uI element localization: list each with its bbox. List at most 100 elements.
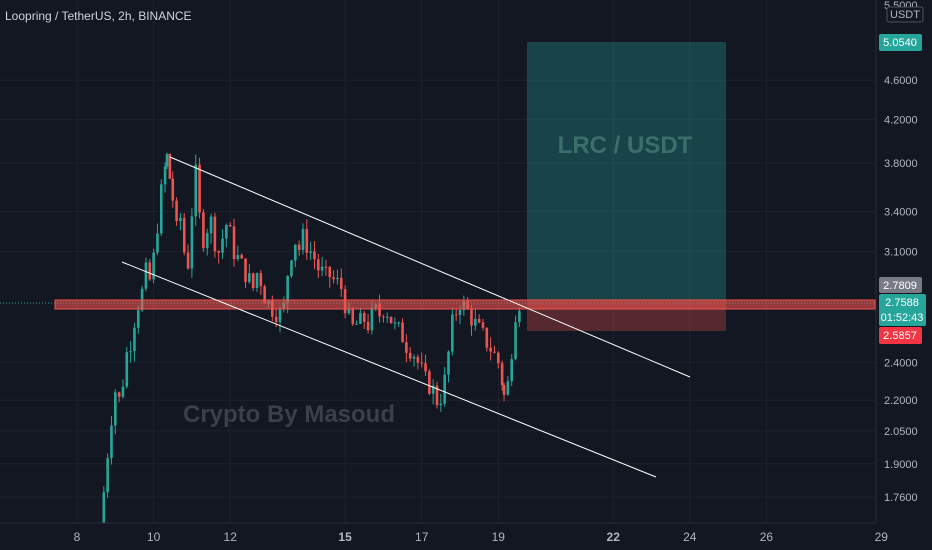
- candle-down: [477, 318, 481, 323]
- candle-down: [182, 217, 186, 253]
- svg-text:5.0540: 5.0540: [883, 37, 917, 49]
- support-zone[interactable]: [54, 299, 876, 310]
- candle-down: [470, 308, 473, 326]
- candle-up: [336, 277, 339, 280]
- candle-up: [443, 374, 446, 404]
- time-tick-label: 17: [415, 530, 429, 544]
- candle-down: [186, 252, 190, 269]
- chart-grid: [0, 0, 882, 523]
- currency-label: USDT: [890, 9, 920, 21]
- currency-box: [886, 6, 924, 23]
- candle-up: [474, 318, 477, 326]
- channel-upper-line[interactable]: [169, 156, 691, 378]
- price-tick-label: 1.7600: [884, 492, 918, 504]
- candle-up: [431, 385, 435, 394]
- svg-text:2.7588: 2.7588: [885, 297, 919, 309]
- chart-title: Loopring / TetherUS, 2h, BINANCE: [5, 9, 192, 23]
- candle-up: [301, 228, 305, 250]
- candle-down: [244, 258, 247, 283]
- candle-down: [324, 266, 328, 268]
- candle-up: [412, 356, 416, 359]
- price-tick-label: 1.9000: [884, 459, 918, 471]
- candle-down: [228, 224, 232, 227]
- candle-up: [518, 311, 521, 323]
- candle-down: [428, 371, 431, 394]
- candle-up: [347, 308, 351, 314]
- candle-up: [121, 386, 125, 397]
- candle-up: [163, 166, 167, 185]
- channel-lower-line[interactable]: [121, 261, 657, 478]
- candle-up: [156, 233, 159, 253]
- position-label: LRC / USDT: [558, 132, 693, 159]
- candle-down: [217, 251, 221, 253]
- candle-up: [320, 266, 324, 271]
- price-tick-label: 4.6000: [884, 75, 918, 87]
- target-price-tag: 5.0540: [879, 34, 922, 51]
- time-tick-label: 24: [683, 530, 697, 544]
- candle-up: [152, 252, 155, 280]
- svg-text:2.5857: 2.5857: [883, 330, 917, 342]
- price-tick-label: 3.8000: [884, 158, 918, 170]
- price-tick-label: 2.2000: [884, 395, 918, 407]
- candle-down: [351, 308, 355, 324]
- time-tick-label: 29: [875, 530, 889, 544]
- candle-down: [328, 266, 332, 278]
- candle-down: [274, 316, 278, 323]
- candle-up: [190, 216, 194, 269]
- candle-down: [502, 385, 506, 395]
- candles: [102, 152, 521, 535]
- candle-down: [305, 228, 309, 253]
- candle-up: [451, 314, 454, 352]
- candle-up: [114, 392, 117, 426]
- candle-up: [447, 351, 450, 375]
- candle-up: [159, 184, 163, 234]
- candle-up: [225, 224, 228, 239]
- time-axis[interactable]: [0, 523, 932, 550]
- price-tick-label: 4.2000: [884, 115, 918, 127]
- price-axis[interactable]: [876, 0, 932, 523]
- watermark: Crypto By Masoud: [183, 401, 395, 428]
- price-tick-label: 3.1000: [884, 246, 918, 258]
- candle-down: [497, 352, 500, 364]
- candle-up: [140, 288, 144, 311]
- candle-down: [489, 347, 492, 352]
- candle-up: [179, 217, 182, 222]
- candle-up: [129, 351, 132, 353]
- candle-up: [110, 425, 113, 459]
- time-tick-label: 8: [74, 530, 81, 544]
- time-tick-label: 15: [338, 530, 352, 544]
- candle-up: [370, 307, 374, 331]
- candle-down: [408, 352, 412, 359]
- price-tick-label: 2.4000: [884, 357, 918, 369]
- price-tick-label: 2.0500: [884, 426, 918, 438]
- candle-down: [382, 316, 385, 318]
- candle-down: [401, 322, 404, 343]
- svg-text:2.7809: 2.7809: [883, 280, 917, 292]
- candle-down: [420, 362, 423, 364]
- candle-down: [378, 304, 381, 317]
- candle-down: [366, 321, 370, 331]
- time-tick-label: 19: [492, 530, 506, 544]
- candle-down: [297, 244, 301, 250]
- candle-down: [339, 277, 343, 290]
- candle-up: [255, 273, 259, 289]
- candle-up: [355, 323, 358, 325]
- candle-down: [232, 226, 236, 259]
- candle-down: [405, 342, 408, 353]
- candle-up: [309, 251, 312, 253]
- candle-down: [168, 154, 172, 179]
- candle-up: [236, 254, 240, 259]
- price-axis-labels: 5.50004.60004.20003.80003.40003.10002.40…: [884, 0, 918, 504]
- candle-down: [500, 363, 504, 386]
- candle-down: [251, 273, 255, 289]
- candle-up: [439, 403, 443, 406]
- time-tick-label: 22: [607, 530, 621, 544]
- candle-up: [133, 327, 136, 352]
- candle-down: [263, 286, 266, 304]
- candle-up: [194, 164, 198, 217]
- candle-down: [416, 356, 420, 363]
- candle-up: [136, 310, 140, 328]
- candle-down: [424, 363, 427, 372]
- candle-up: [458, 310, 462, 315]
